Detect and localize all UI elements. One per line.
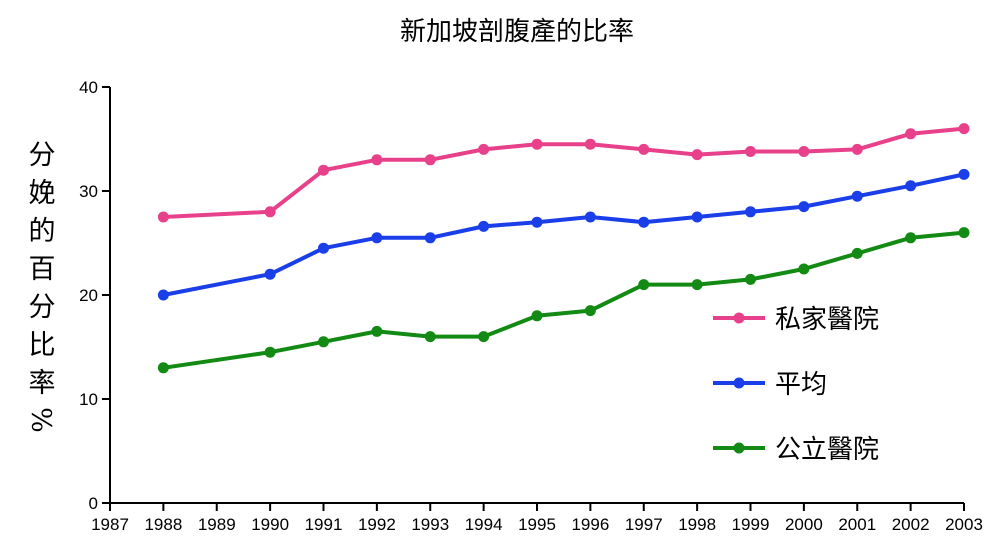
series-point — [851, 190, 863, 202]
series-point — [905, 232, 917, 244]
y-axis-label-char: 百 — [29, 254, 56, 285]
x-tick-label: 1994 — [465, 515, 503, 534]
series-point — [745, 206, 756, 218]
x-tick-label: 1990 — [251, 515, 289, 534]
series-line — [163, 126, 965, 219]
series-point — [798, 201, 810, 213]
series-point — [958, 227, 970, 239]
series-point — [478, 143, 490, 155]
legend-label: 私家醫院 — [775, 305, 879, 335]
x-tick-label: 1999 — [732, 515, 770, 534]
series-point — [798, 263, 810, 275]
y-axis-label-char: 比 — [29, 330, 56, 361]
x-tick-label: 1995 — [518, 515, 556, 534]
series-point — [905, 128, 917, 140]
series-point — [798, 145, 810, 157]
series-point — [264, 206, 276, 218]
y-ticks: 0 10 20 30 40 — [79, 78, 110, 513]
series-point — [638, 279, 650, 291]
x-tick-label: 1993 — [411, 515, 449, 534]
y-axis-label-char: % — [25, 407, 56, 433]
legend-label: 平均 — [775, 370, 827, 400]
series-point — [424, 154, 436, 166]
x-tick-label: 2001 — [838, 515, 876, 534]
series-point — [958, 123, 970, 135]
y-tick-label: 30 — [79, 182, 98, 201]
series-point — [371, 154, 383, 166]
series-point — [264, 346, 276, 358]
x-tick-label: 1996 — [571, 515, 609, 534]
series-point — [157, 362, 169, 374]
legend-marker — [733, 442, 745, 454]
series-point — [691, 279, 703, 291]
series-point — [318, 242, 329, 254]
y-axis-label-char: 的 — [29, 216, 56, 247]
series-point — [531, 310, 543, 322]
y-axis-label-char: 分 — [29, 140, 56, 171]
y-tick-label: 20 — [79, 286, 98, 305]
series-layer — [157, 123, 970, 374]
x-ticks: 1987 1988 1989 1990 1991 1992 1993 1994 1995 1996… — [91, 503, 983, 534]
x-tick-label: 1987 — [91, 515, 129, 534]
series-point — [478, 331, 490, 343]
series-point — [531, 138, 543, 150]
series-point — [264, 268, 276, 280]
series-point — [424, 232, 436, 244]
x-tick-label: 1998 — [678, 515, 716, 534]
y-axis-label-char: 率 — [29, 368, 56, 399]
x-tick-label: 2000 — [785, 515, 823, 534]
x-tick-label: 2003 — [945, 515, 983, 534]
series-point — [371, 232, 383, 244]
series-point — [691, 211, 703, 223]
series-point — [157, 289, 169, 301]
x-tick-label: 1988 — [144, 515, 182, 534]
x-tick-label: 1992 — [358, 515, 396, 534]
series-point — [584, 138, 596, 150]
legend-label: 公立醫院 — [775, 435, 879, 465]
series-point — [691, 149, 703, 161]
series-point — [905, 180, 917, 192]
series-point — [531, 216, 543, 228]
y-tick-label: 0 — [89, 494, 98, 513]
series-line — [162, 172, 965, 297]
series-point — [745, 145, 756, 157]
x-tick-label: 1989 — [198, 515, 236, 534]
series-point — [371, 325, 383, 337]
x-tick-label: 1997 — [625, 515, 663, 534]
series-point — [478, 220, 490, 232]
series-point — [318, 164, 329, 176]
legend-marker — [733, 377, 745, 389]
y-axis-label-char: 娩 — [29, 178, 56, 209]
series-point — [424, 331, 436, 343]
chart-title: 新加坡剖腹產的比率 — [400, 17, 634, 47]
x-tick-label: 2002 — [892, 515, 930, 534]
y-axis-label-char: 分 — [29, 292, 56, 323]
x-tick-label: 1991 — [305, 515, 343, 534]
series-point — [745, 273, 756, 285]
y-tick-label: 40 — [79, 78, 98, 97]
series-point — [638, 216, 650, 228]
series-point — [157, 211, 169, 223]
series-point — [584, 305, 596, 317]
series-point — [851, 143, 863, 155]
series-point — [584, 211, 596, 223]
series-point — [638, 143, 650, 155]
legend-marker — [733, 312, 745, 324]
series-line — [163, 230, 965, 370]
series-point — [851, 247, 863, 259]
y-tick-label: 10 — [79, 390, 98, 409]
series-point — [318, 336, 329, 348]
series-point — [958, 168, 970, 180]
